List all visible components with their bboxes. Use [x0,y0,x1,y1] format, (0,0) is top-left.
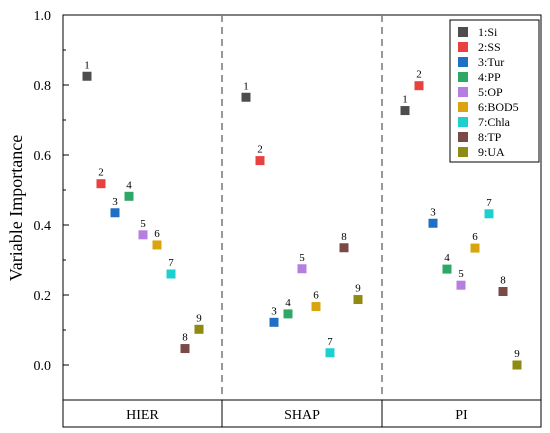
point-label: 8 [341,231,347,243]
legend-label-1: 1:Si [478,25,498,39]
point-label: 2 [98,167,104,179]
legend-label-7: 7:Chla [478,115,511,129]
y-tick-label: 0.6 [34,149,52,164]
point-label: 4 [444,252,450,264]
point-hier-9 [194,324,204,334]
legend-swatch-6 [458,102,468,112]
point-hier-5 [138,230,148,240]
point-label: 7 [327,336,333,348]
point-pi-8 [498,287,508,296]
group-axis-frame [62,399,542,428]
y-tick-label: 0.0 [34,359,52,374]
point-label: 6 [154,228,160,240]
point-label: 3 [430,206,436,218]
point-label: 1 [402,94,408,106]
point-shap-7 [325,348,335,358]
point-label: 9 [196,312,202,324]
point-shap-6 [311,302,321,312]
point-label: 5 [458,268,464,280]
point-hier-1 [82,71,92,81]
point-hier-2 [96,179,106,189]
point-shap-9 [353,295,363,305]
point-shap-1 [241,92,251,102]
point-shap-3 [269,317,279,327]
legend-swatch-8 [458,132,468,142]
point-pi-6 [470,243,480,253]
point-hier-4 [124,191,134,201]
legend-label-8: 8:TP [478,130,502,144]
point-label: 4 [285,297,291,309]
legend-swatch-9 [458,147,468,157]
y-axis-label: Variable Importance [6,135,26,281]
point-pi-9 [512,360,522,370]
y-tick-label: 0.2 [34,289,52,304]
point-label: 7 [168,257,174,269]
point-shap-2 [255,156,265,166]
point-label: 7 [486,197,492,209]
point-pi-1 [400,106,410,116]
point-label: 8 [182,332,188,344]
group-label-pi: PI [455,408,468,423]
point-label: 1 [84,59,90,71]
y-tick-label: 0.8 [34,79,52,94]
legend-label-9: 9:UA [478,145,505,159]
point-label: 3 [112,196,118,208]
point-pi-4 [442,264,452,274]
y-tick-label: 1.0 [34,9,52,24]
legend-swatch-5 [458,87,468,97]
legend-swatch-7 [458,117,468,127]
point-label: 2 [416,69,422,81]
point-label: 1 [243,80,249,92]
point-label: 5 [140,218,146,230]
legend-label-3: 3:Tur [478,55,504,69]
point-label: 5 [299,252,305,264]
group-labels: HIER SHAP PI [126,408,468,423]
point-label: 6 [472,231,478,243]
point-label: 6 [313,290,319,302]
point-pi-2 [414,81,424,91]
point-label: 2 [257,144,263,156]
group-label-shap: SHAP [284,408,320,423]
point-hier-6 [152,240,162,250]
y-tick-label: 0.4 [34,219,52,234]
point-pi-7 [484,209,494,219]
y-axis: 0.0 0.2 0.4 0.6 0.8 1.0 [34,9,69,374]
point-label: 9 [514,348,520,360]
point-label: 3 [271,305,277,317]
point-pi-3 [428,218,438,228]
legend-swatch-4 [458,72,468,82]
legend-label-6: 6:BOD5 [478,100,519,114]
point-hier-8 [180,344,190,354]
point-shap-5 [297,264,307,274]
point-hier-7 [166,269,176,279]
legend: 1:Si2:SS3:Tur4:PP5:OP6:BOD57:Chla8:TP9:U… [449,19,540,163]
legend-swatch-3 [458,57,468,67]
legend-swatch-1 [458,27,468,37]
point-label: 9 [355,283,361,295]
group-label-hier: HIER [126,408,159,423]
point-shap-8 [339,243,349,253]
legend-label-2: 2:SS [478,40,501,54]
legend-label-5: 5:OP [478,85,503,99]
point-hier-3 [110,208,120,218]
point-label: 8 [500,275,506,287]
legend-swatch-2 [458,42,468,52]
legend-label-4: 4:PP [478,70,501,84]
point-pi-5 [456,280,466,290]
point-shap-4 [283,309,293,319]
point-label: 4 [126,179,132,191]
